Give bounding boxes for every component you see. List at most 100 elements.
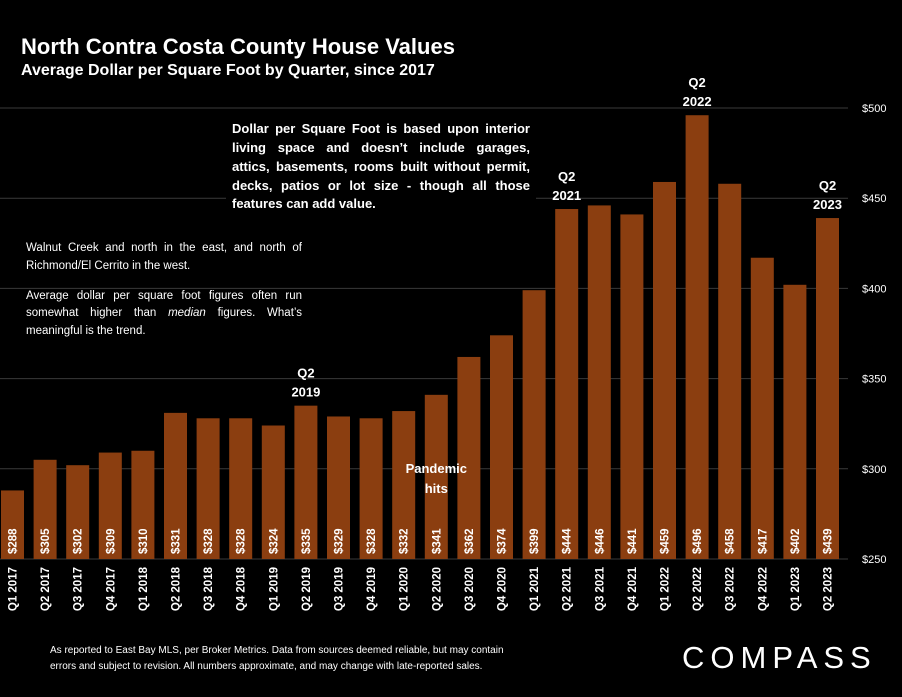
bar — [522, 290, 546, 559]
annotation-label: Pandemic — [406, 461, 467, 476]
annotation-label: Q2 — [819, 178, 836, 193]
bar-data-label: $335 — [301, 528, 313, 554]
y-tick-label: $500 — [862, 103, 886, 115]
bar — [66, 465, 90, 559]
data-labels: $288 $305 $302 $309 $310 $331 $328 $328 $324 $335… — [8, 528, 835, 554]
bar-data-label: $310 — [138, 528, 150, 554]
bar — [620, 214, 644, 559]
bar — [457, 356, 481, 559]
bar — [555, 209, 579, 560]
bar — [685, 115, 709, 559]
dollar-per-sqft-note: Dollar per Square Foot is based upon int… — [226, 118, 536, 221]
chart-title: North Contra Costa County House Values — [21, 34, 455, 59]
bar — [783, 284, 807, 559]
x-axis-ticks: Q1 2017 Q2 2017 Q3 2017 Q4 2017 Q1 2018 Q2 20… — [8, 566, 835, 611]
x-tick-label: Q3 2019 — [334, 567, 346, 611]
x-tick-label: Q2 2020 — [431, 567, 443, 611]
compass-logo: COMPASS — [682, 640, 877, 675]
bar-data-label: $439 — [823, 528, 835, 554]
x-tick-label: Q1 2021 — [529, 566, 541, 611]
bar-data-label: $328 — [203, 528, 215, 554]
region-note: Walnut Creek and north in the east, and … — [26, 240, 302, 353]
bar-data-label: $329 — [334, 528, 346, 554]
source-footnote-line-1: As reported to East Bay MLS, per Broker … — [50, 645, 504, 656]
y-axis-ticks: $250 $300 $350 $400 $450 $500 — [862, 103, 886, 566]
x-tick-label: Q2 2022 — [692, 567, 704, 611]
region-note-line-2: Average dollar per square foot figures o… — [26, 288, 302, 341]
bar — [718, 183, 742, 559]
chart-subtitle: Average Dollar per Square Foot by Quarte… — [21, 62, 435, 79]
source-footnote: As reported to East Bay MLS, per Broker … — [50, 643, 610, 674]
region-note-text: Average dollar per square foot figures o… — [26, 289, 302, 320]
bar — [33, 459, 57, 559]
bar — [294, 405, 318, 559]
bar-data-label: $331 — [171, 528, 183, 554]
x-tick-label: Q3 2021 — [594, 566, 606, 611]
x-tick-label: Q4 2022 — [757, 567, 769, 611]
bar-data-label: $324 — [268, 528, 280, 554]
region-note-emphasis: median — [168, 307, 206, 320]
bar-data-label: $288 — [8, 528, 20, 554]
x-tick-label: Q1 2020 — [399, 567, 411, 611]
bar-data-label: $305 — [40, 528, 52, 554]
source-footnote-line-2: errors and subject to revision. All numb… — [50, 660, 483, 672]
x-tick-label: Q3 2017 — [73, 567, 85, 611]
x-tick-label: Q1 2017 — [8, 567, 20, 611]
bar-data-label: $399 — [529, 528, 541, 554]
y-tick-label: $300 — [862, 464, 886, 476]
y-tick-label: $250 — [862, 554, 886, 566]
x-tick-label: Q2 2019 — [301, 567, 313, 611]
bar — [750, 257, 774, 559]
bar — [653, 181, 676, 560]
bar — [327, 416, 350, 559]
bar — [131, 450, 155, 559]
bar — [359, 418, 383, 559]
bar — [490, 335, 513, 559]
bar-data-label: $309 — [105, 528, 117, 554]
x-tick-label: Q4 2020 — [497, 567, 509, 611]
bar — [424, 394, 448, 559]
bar-data-label: $444 — [562, 528, 574, 554]
bar — [98, 452, 122, 559]
bar-data-label: $328 — [236, 528, 248, 554]
annotation-label: Q2 — [558, 169, 575, 184]
bar — [392, 411, 416, 559]
bar-data-label: $341 — [431, 528, 443, 554]
bar-data-label: $302 — [73, 528, 85, 554]
annotation-label: 2019 — [291, 385, 320, 400]
x-tick-label: Q1 2022 — [660, 567, 672, 611]
x-tick-label: Q2 2023 — [823, 567, 835, 611]
bar — [587, 205, 611, 559]
bar-data-label: $374 — [497, 528, 509, 554]
annotations: Q2 2019 Q2 2021 Q2 2022 Q2 2023 Pandemic hits — [291, 75, 842, 496]
annotation-label: 2023 — [813, 197, 842, 212]
bar-data-label: $402 — [790, 528, 802, 554]
region-note-line-1: Walnut Creek and north in the east, and … — [26, 242, 302, 272]
y-tick-label: $400 — [862, 283, 886, 295]
x-tick-label: Q3 2022 — [725, 567, 737, 611]
annotation-label: Q2 — [297, 366, 314, 381]
x-tick-label: Q4 2018 — [236, 566, 248, 611]
x-tick-label: Q1 2023 — [790, 567, 802, 611]
bar-data-label: $459 — [660, 528, 672, 554]
x-tick-label: Q2 2021 — [562, 566, 574, 611]
annotation-label: Q2 — [688, 75, 705, 90]
x-tick-label: Q1 2018 — [138, 566, 150, 611]
bar-data-label: $496 — [692, 528, 704, 554]
bar-data-label: $362 — [464, 528, 476, 554]
bar — [229, 418, 253, 559]
x-tick-label: Q4 2017 — [105, 567, 117, 611]
bar-data-label: $446 — [594, 528, 606, 554]
y-tick-label: $450 — [862, 193, 886, 205]
x-tick-label: Q3 2018 — [203, 566, 215, 611]
x-tick-label: Q3 2020 — [464, 567, 476, 611]
x-tick-label: Q2 2017 — [40, 567, 52, 611]
x-tick-label: Q4 2021 — [627, 566, 639, 611]
bar — [1, 490, 24, 559]
bar-data-label: $328 — [366, 528, 378, 554]
x-tick-label: Q4 2019 — [366, 567, 378, 611]
y-tick-label: $350 — [862, 374, 886, 386]
bar-data-label: $458 — [725, 528, 737, 554]
